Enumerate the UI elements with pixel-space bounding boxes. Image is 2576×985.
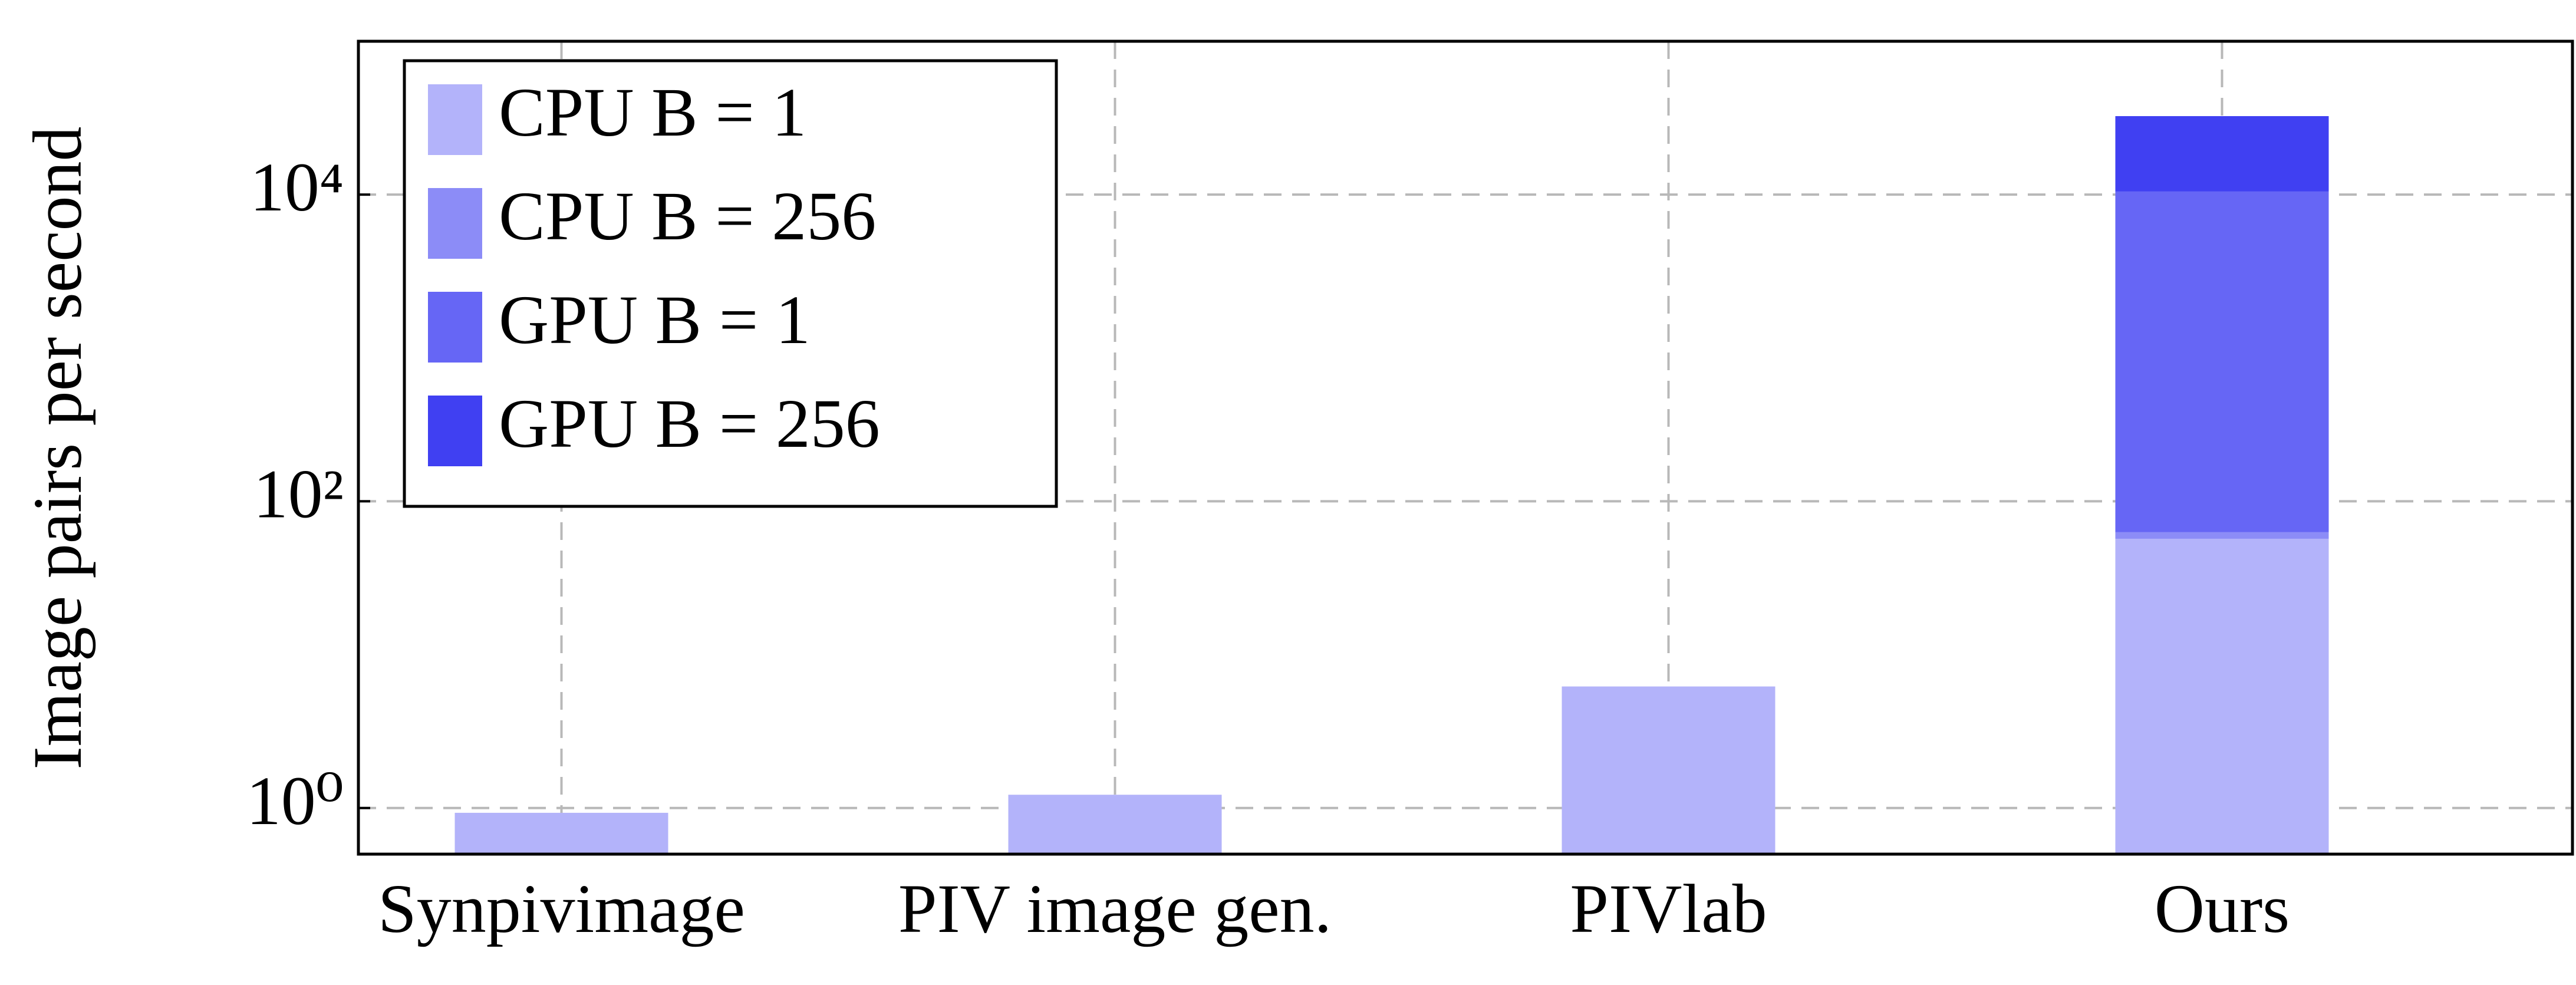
y-axis-label: Image pairs per second bbox=[19, 126, 96, 769]
y-tick-label: 10⁴ bbox=[250, 149, 344, 226]
x-tick-label: Synpivimage bbox=[378, 870, 745, 947]
bar bbox=[1008, 795, 1222, 854]
legend-swatch bbox=[428, 396, 482, 466]
x-tick-label: PIV image gen. bbox=[898, 870, 1332, 947]
bar bbox=[1562, 686, 1775, 854]
plot-frame bbox=[357, 39, 2574, 856]
legend-swatch bbox=[428, 84, 482, 155]
y-tick-label: 10² bbox=[253, 455, 344, 532]
x-tick-label: PIVlab bbox=[1570, 870, 1767, 947]
legend-label: CPU B = 256 bbox=[499, 177, 876, 255]
legend-label: CPU B = 1 bbox=[499, 74, 806, 151]
bar bbox=[454, 812, 668, 854]
legend-swatch bbox=[428, 188, 482, 259]
y-tick-label: 10⁰ bbox=[246, 762, 344, 839]
legend-label: GPU B = 256 bbox=[499, 385, 880, 462]
x-tick-label: Ours bbox=[2155, 870, 2290, 947]
legend-label: GPU B = 1 bbox=[499, 281, 811, 358]
legend-box bbox=[403, 59, 1058, 508]
bar bbox=[2115, 538, 2329, 854]
legend-swatch bbox=[428, 292, 482, 363]
